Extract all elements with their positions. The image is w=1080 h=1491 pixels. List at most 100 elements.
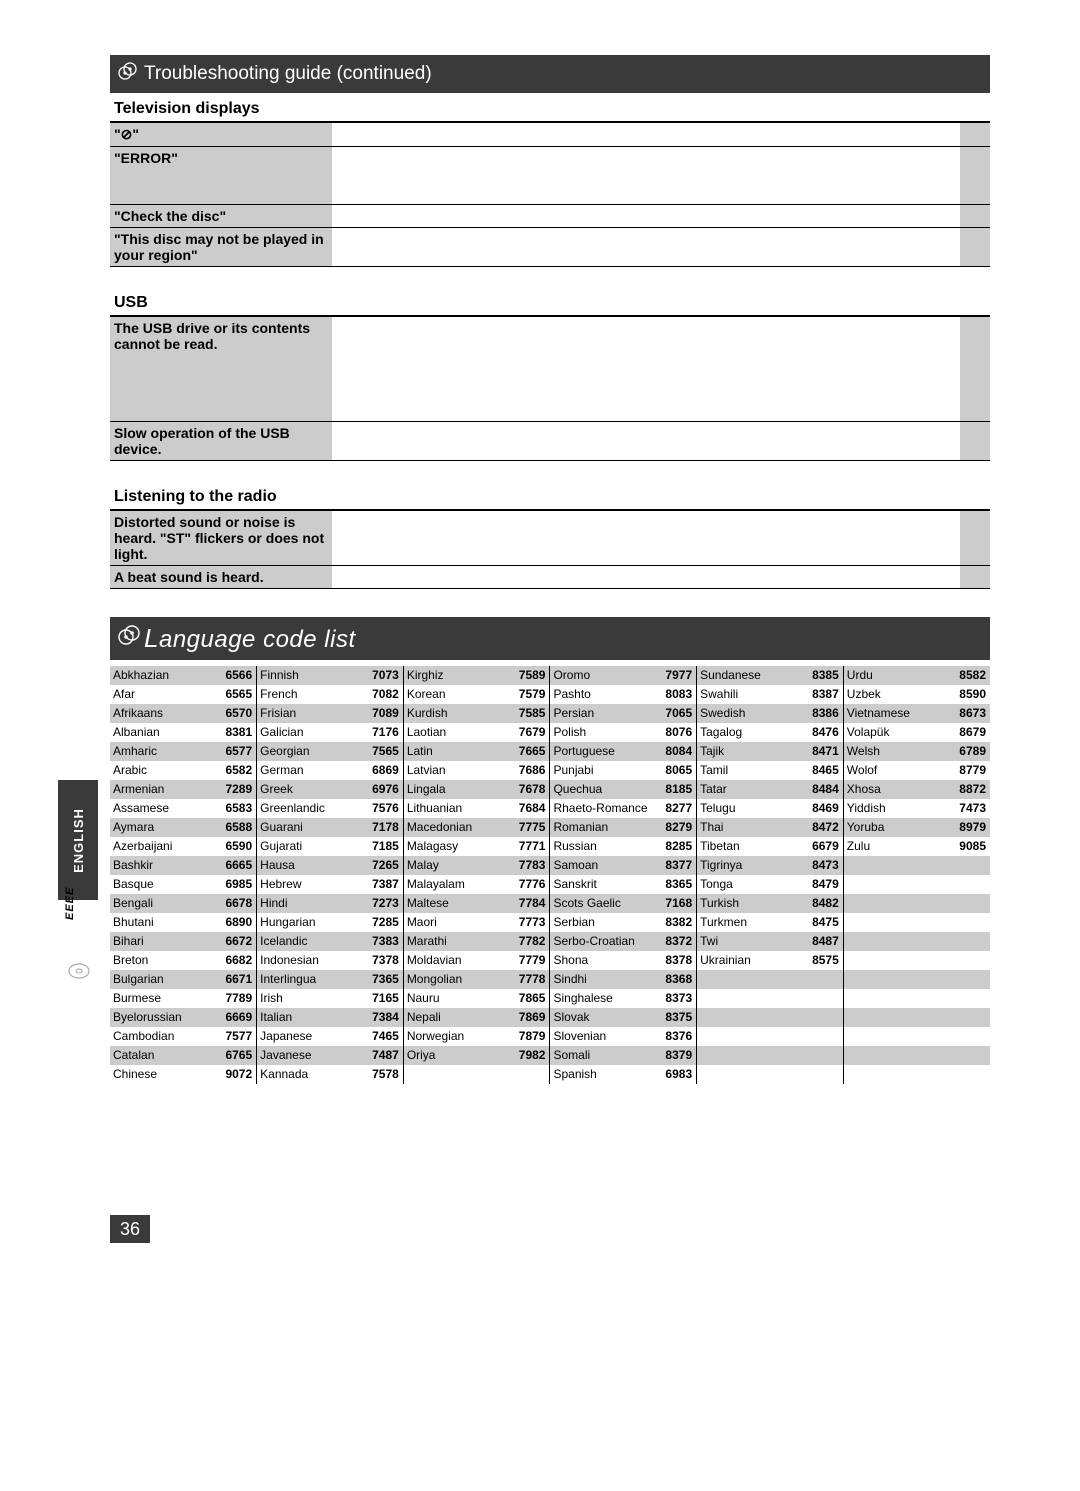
language-cell bbox=[843, 970, 990, 989]
language-cell: Oriya7982 bbox=[403, 1046, 550, 1065]
language-cell: Latvian7686 bbox=[403, 761, 550, 780]
language-cell: Nauru7865 bbox=[403, 989, 550, 1008]
language-cell: Azerbaijani6590 bbox=[110, 837, 257, 856]
language-code-header: Language code list bbox=[110, 617, 990, 660]
language-cell bbox=[843, 856, 990, 875]
language-cell: Arabic6582 bbox=[110, 761, 257, 780]
language-cell: Tagalog8476 bbox=[697, 723, 844, 742]
language-cell: Telugu8469 bbox=[697, 799, 844, 818]
language-cell: Icelandic7383 bbox=[257, 932, 404, 951]
disc-icon bbox=[118, 61, 138, 87]
language-cell: Basque6985 bbox=[110, 875, 257, 894]
language-cell: Nepali7869 bbox=[403, 1008, 550, 1027]
language-cell: Assamese6583 bbox=[110, 799, 257, 818]
language-cell bbox=[843, 951, 990, 970]
troubleshooting-header: Troubleshooting guide (continued) bbox=[110, 55, 990, 93]
language-cell: Serbo-Croatian8372 bbox=[550, 932, 697, 951]
language-cell bbox=[697, 1027, 844, 1046]
language-cell: Portuguese8084 bbox=[550, 742, 697, 761]
language-cell: Hindi7273 bbox=[257, 894, 404, 913]
table-row-ref bbox=[960, 205, 990, 228]
language-cell: Catalan6765 bbox=[110, 1046, 257, 1065]
language-cell bbox=[403, 1065, 550, 1084]
language-cell: Tamil8465 bbox=[697, 761, 844, 780]
troubleshoot-table: Distorted sound or noise is heard. "ST" … bbox=[110, 510, 990, 589]
language-cell bbox=[843, 1046, 990, 1065]
table-row-label: "Check the disc" bbox=[110, 205, 332, 228]
language-cell: Bhutani6890 bbox=[110, 913, 257, 932]
language-cell: Romanian8279 bbox=[550, 818, 697, 837]
language-cell: Uzbek8590 bbox=[843, 685, 990, 704]
table-row-label: A beat sound is heard. bbox=[110, 566, 332, 589]
language-cell bbox=[843, 913, 990, 932]
language-cell bbox=[843, 989, 990, 1008]
language-cell: Hungarian7285 bbox=[257, 913, 404, 932]
language-cell: Bengali6678 bbox=[110, 894, 257, 913]
language-cell: Korean7579 bbox=[403, 685, 550, 704]
language-cell: Hausa7265 bbox=[257, 856, 404, 875]
language-cell: Shona8378 bbox=[550, 951, 697, 970]
language-cell: Hebrew7387 bbox=[257, 875, 404, 894]
language-cell: Maori7773 bbox=[403, 913, 550, 932]
language-cell: Vietnamese8673 bbox=[843, 704, 990, 723]
table-row-body bbox=[332, 511, 960, 566]
language-cell: Swedish8386 bbox=[697, 704, 844, 723]
language-cell: Lithuanian7684 bbox=[403, 799, 550, 818]
language-cell: Moldavian7779 bbox=[403, 951, 550, 970]
table-row-label: "⊘" bbox=[110, 123, 332, 147]
language-cell: Frisian7089 bbox=[257, 704, 404, 723]
language-cell: Kannada7578 bbox=[257, 1065, 404, 1084]
language-cell: Volapük8679 bbox=[843, 723, 990, 742]
table-row-ref bbox=[960, 228, 990, 267]
language-cell bbox=[697, 989, 844, 1008]
language-cell bbox=[697, 970, 844, 989]
troubleshoot-table: "⊘""ERROR""Check the disc""This disc may… bbox=[110, 122, 990, 267]
language-cell: Yiddish7473 bbox=[843, 799, 990, 818]
table-row-ref bbox=[960, 566, 990, 589]
language-cell: Chinese9072 bbox=[110, 1065, 257, 1084]
table-row-body bbox=[332, 566, 960, 589]
table-row-body bbox=[332, 147, 960, 205]
language-cell: French7082 bbox=[257, 685, 404, 704]
language-cell: Polish8076 bbox=[550, 723, 697, 742]
language-cell: Bihari6672 bbox=[110, 932, 257, 951]
language-cell: Tibetan6679 bbox=[697, 837, 844, 856]
language-cell: Italian7384 bbox=[257, 1008, 404, 1027]
table-row-body bbox=[332, 205, 960, 228]
language-cell: Aymara6588 bbox=[110, 818, 257, 837]
language-cell: Macedonian7775 bbox=[403, 818, 550, 837]
language-cell bbox=[843, 875, 990, 894]
language-cell: Zulu9085 bbox=[843, 837, 990, 856]
language-cell: Lingala7678 bbox=[403, 780, 550, 799]
language-cell: Georgian7565 bbox=[257, 742, 404, 761]
language-cell: Mongolian7778 bbox=[403, 970, 550, 989]
side-tab-text: ENGLISH bbox=[71, 808, 86, 873]
language-cell: Malayalam7776 bbox=[403, 875, 550, 894]
table-row-label: "ERROR" bbox=[110, 147, 332, 205]
table-row-label: Distorted sound or noise is heard. "ST" … bbox=[110, 511, 332, 566]
language-cell: Yoruba8979 bbox=[843, 818, 990, 837]
language-cell: Norwegian7879 bbox=[403, 1027, 550, 1046]
language-cell: Albanian8381 bbox=[110, 723, 257, 742]
side-label-text: EEEE bbox=[64, 887, 76, 920]
language-cell: Greek6976 bbox=[257, 780, 404, 799]
language-cell: Javanese7487 bbox=[257, 1046, 404, 1065]
language-cell: Afrikaans6570 bbox=[110, 704, 257, 723]
subsection-title: Television displays bbox=[110, 93, 990, 122]
language-cell: Swahili8387 bbox=[697, 685, 844, 704]
language-cell: Malay7783 bbox=[403, 856, 550, 875]
language-cell: Abkhazian6566 bbox=[110, 666, 257, 685]
language-cell bbox=[697, 1065, 844, 1084]
language-cell: Singhalese8373 bbox=[550, 989, 697, 1008]
table-row-ref bbox=[960, 123, 990, 147]
language-cell: Wolof8779 bbox=[843, 761, 990, 780]
language-cell: Turkish8482 bbox=[697, 894, 844, 913]
language-cell: Sindhi8368 bbox=[550, 970, 697, 989]
language-cell bbox=[697, 1046, 844, 1065]
table-row-ref bbox=[960, 422, 990, 461]
language-cell: Thai8472 bbox=[697, 818, 844, 837]
table-row-body bbox=[332, 422, 960, 461]
language-cell: Kirghiz7589 bbox=[403, 666, 550, 685]
language-cell: Persian7065 bbox=[550, 704, 697, 723]
troubleshoot-table: The USB drive or its contents cannot be … bbox=[110, 316, 990, 461]
